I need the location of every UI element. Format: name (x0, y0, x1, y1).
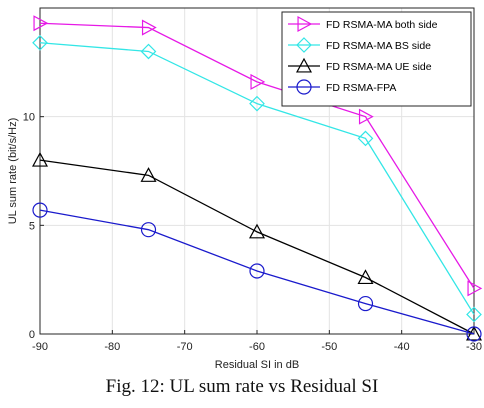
data-point-marker (358, 108, 374, 125)
legend-entry: FD RSMA-MA UE side (288, 57, 432, 73)
y-tick-label: 10 (23, 112, 35, 124)
legend-label: FD RSMA-MA both side (326, 19, 438, 31)
series-line (39, 22, 475, 289)
data-point-marker (33, 15, 49, 32)
line-chart: -90 -80 -70 -60 -50 -40 -30 0 5 10 Residual SI in… (7, 7, 483, 371)
legend: FD RSMA-MA both side FD RSMA-MA BS side FD… (281, 11, 472, 107)
legend-entry: FD RSMA-MA both side (288, 15, 438, 33)
figure-caption: Fig. 12: UL sum rate vs Residual SI (105, 376, 379, 397)
legend-marker (296, 37, 312, 53)
legend-label: FD RSMA-MA BS side (326, 40, 431, 52)
data-point-marker (140, 222, 157, 238)
data-point-marker (141, 19, 157, 36)
data-point-marker (357, 295, 374, 312)
legend-label: FD RSMA-FPA (326, 82, 396, 94)
legend-marker (295, 57, 313, 73)
data-point-marker (250, 73, 266, 90)
series-line (39, 42, 475, 315)
data-point-marker (32, 34, 48, 51)
data-point-marker (466, 326, 482, 342)
series-line (39, 209, 475, 335)
data-point-marker (249, 263, 265, 279)
y-tick-label: 0 (29, 329, 35, 341)
legend-marker (297, 15, 313, 33)
data-point-marker (249, 95, 265, 112)
y-tick-label: 5 (29, 220, 35, 232)
series-triangle-right (33, 15, 483, 297)
axis-ticks: -90 -80 -70 -60 -50 -40 -30 0 5 10 (23, 112, 482, 353)
x-tick-label: -40 (394, 341, 410, 353)
legend-entry: FD RSMA-MA BS side (288, 37, 431, 53)
x-axis-label: Residual SI in dB (215, 359, 299, 371)
data-point-marker (357, 269, 374, 285)
x-tick-label: -90 (32, 341, 48, 353)
y-axis-label: UL sum rate (bit/s/Hz) (7, 118, 19, 225)
series-triangle-up (31, 151, 483, 341)
data-point-marker (140, 43, 157, 60)
data-point-marker (466, 306, 482, 323)
data-point-marker (32, 202, 48, 218)
legend-box (281, 11, 472, 107)
legend-entry: FD RSMA-FPA (288, 79, 396, 95)
data-point-marker (140, 167, 157, 182)
x-tick-label: -60 (249, 341, 265, 353)
legend-label: FD RSMA-MA UE side (326, 61, 432, 73)
series-group (31, 15, 483, 342)
series-line (39, 159, 475, 335)
legend-marker (296, 79, 312, 95)
data-point-marker (467, 280, 483, 297)
data-point-marker (31, 151, 49, 167)
data-point-marker (357, 130, 374, 147)
series-diamond (32, 34, 482, 323)
x-tick-label: -30 (466, 341, 482, 353)
series-circle (32, 202, 482, 342)
data-point-marker (248, 223, 266, 239)
x-tick-label: -80 (104, 341, 120, 353)
x-tick-label: -50 (321, 341, 337, 353)
x-tick-label: -70 (177, 341, 193, 353)
